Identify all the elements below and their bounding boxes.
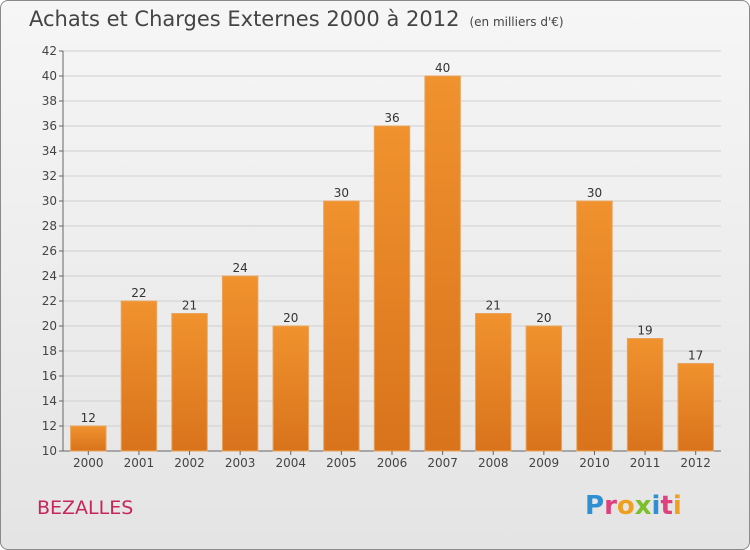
x-tick-label: 2004	[275, 456, 306, 470]
bar	[626, 338, 664, 452]
y-tick-label: 24	[42, 269, 57, 283]
logo-letter: t	[660, 491, 673, 521]
bar	[221, 275, 259, 452]
y-tick-label: 12	[42, 419, 57, 433]
y-tick-label: 22	[42, 294, 57, 308]
bar-value-label: 12	[81, 411, 96, 425]
x-tick-label: 2005	[326, 456, 357, 470]
logo-letter: o	[616, 491, 635, 521]
bar-value-label: 21	[486, 299, 501, 313]
x-tick-label: 2008	[478, 456, 509, 470]
bar-value-label: 22	[131, 286, 146, 300]
y-tick-label: 34	[42, 144, 57, 158]
bar	[323, 200, 360, 452]
bar	[576, 200, 613, 452]
bar	[677, 363, 714, 452]
x-tick-label: 2006	[377, 456, 408, 470]
y-tick-label: 42	[42, 44, 57, 58]
y-tick-label: 10	[42, 444, 57, 458]
bar	[475, 313, 512, 452]
logo-letter: i	[651, 491, 661, 521]
x-tick-label: 2012	[680, 456, 711, 470]
x-tick-label: 2000	[73, 456, 104, 470]
bar-value-label: 40	[435, 61, 450, 75]
bar	[171, 313, 208, 452]
x-tick-label: 2010	[579, 456, 610, 470]
bar-value-label: 30	[334, 186, 349, 200]
bar	[525, 325, 563, 452]
title-text: Achats et Charges Externes 2000 à 2012	[29, 7, 460, 31]
bar-value-label: 21	[182, 299, 197, 313]
y-tick-label: 32	[42, 169, 57, 183]
x-tick-label: 2002	[174, 456, 205, 470]
x-tick-label: 2003	[225, 456, 256, 470]
x-tick-label: 2001	[124, 456, 155, 470]
y-tick-label: 26	[42, 244, 57, 258]
bar-value-label: 24	[233, 261, 248, 275]
bar	[70, 425, 107, 452]
x-tick-label: 2011	[630, 456, 661, 470]
y-tick-label: 30	[42, 194, 57, 208]
bar-value-label: 17	[688, 349, 703, 363]
logo-letter: x	[634, 491, 652, 521]
bar-value-label: 20	[283, 311, 298, 325]
x-tick-label: 2009	[529, 456, 560, 470]
bar	[373, 125, 411, 452]
x-tick-label: 2007	[427, 456, 458, 470]
logo-letter: r	[604, 491, 617, 521]
bar-value-label: 36	[384, 111, 399, 125]
bar-value-label: 19	[637, 324, 652, 338]
y-tick-label: 14	[42, 394, 57, 408]
y-tick-label: 38	[42, 94, 57, 108]
chart-subtitle: (en milliers d'€)	[469, 15, 564, 29]
y-tick-label: 18	[42, 344, 57, 358]
bar-value-label: 30	[587, 186, 602, 200]
chart-title: Achats et Charges Externes 2000 à 2012 (e…	[29, 7, 564, 31]
bar	[424, 75, 461, 452]
y-tick-label: 36	[42, 119, 57, 133]
logo-letter: P	[585, 491, 605, 521]
bar	[272, 325, 309, 452]
commune-name: BEZALLES	[37, 497, 134, 519]
bar	[120, 300, 158, 452]
proxiti-logo: Proxiti	[585, 491, 682, 521]
y-tick-label: 40	[42, 69, 57, 83]
y-tick-label: 20	[42, 319, 57, 333]
y-tick-label: 16	[42, 369, 57, 383]
y-tick-label: 28	[42, 219, 57, 233]
bar-value-label: 20	[536, 311, 551, 325]
logo-letter: i	[672, 491, 682, 521]
